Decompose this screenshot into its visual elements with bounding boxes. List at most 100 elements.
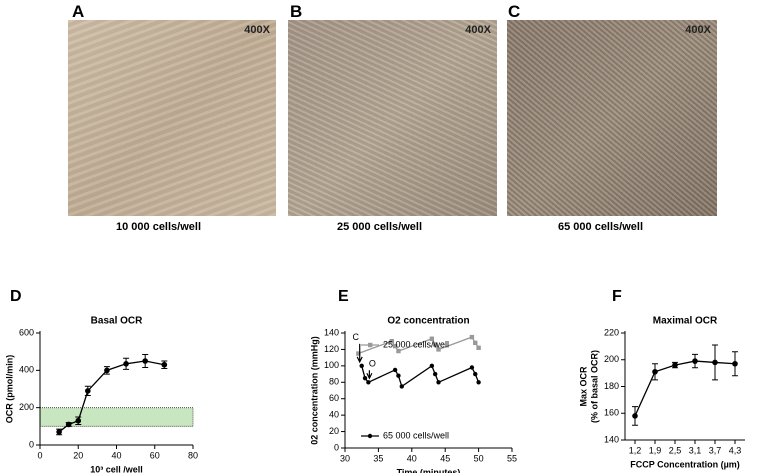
x-tick-label: 30 xyxy=(340,453,350,463)
marker xyxy=(142,358,148,364)
y-tick-label: 160 xyxy=(604,408,619,418)
marker xyxy=(366,380,371,385)
marker xyxy=(359,363,364,369)
legend-label: 25 000 cells/well xyxy=(383,339,449,349)
marker xyxy=(476,345,481,350)
magnification: 400X xyxy=(244,24,270,36)
y-tick-label: 40 xyxy=(329,410,339,420)
y-tick-label: 140 xyxy=(604,434,619,444)
legend-marker xyxy=(368,342,373,348)
x-axis-label: FCCP Concentration (µm) xyxy=(630,459,740,469)
x-tick-label: 60 xyxy=(150,450,160,460)
x-tick-label: 4,3 xyxy=(729,445,742,455)
marker xyxy=(672,362,678,368)
y-tick-label: 60 xyxy=(329,393,339,403)
caption: 25 000 cells/well xyxy=(337,221,423,233)
magnification: 400X xyxy=(685,24,711,36)
marker xyxy=(473,371,478,377)
x-tick-label: 40 xyxy=(111,450,121,460)
marker xyxy=(392,367,398,373)
panel-label: C xyxy=(508,2,521,21)
y-tick-label: 600 xyxy=(19,327,34,337)
y-tick-label: 180 xyxy=(604,381,619,391)
x-tick-label: 50 xyxy=(474,453,484,463)
marker xyxy=(399,384,404,389)
y-tick-label: 80 xyxy=(329,377,339,387)
y-tick-label: 100 xyxy=(324,360,339,370)
y-axis-label: 02 concentration (mmHg) xyxy=(309,336,319,445)
marker xyxy=(396,348,401,354)
band xyxy=(39,407,194,427)
marker xyxy=(56,429,62,435)
marker xyxy=(75,417,82,424)
marker xyxy=(356,351,361,356)
panel-label: B xyxy=(290,2,303,21)
y-tick-label: 200 xyxy=(19,402,34,412)
x-tick-label: 80 xyxy=(188,450,198,460)
marker xyxy=(632,413,638,419)
marker xyxy=(712,359,718,366)
marker xyxy=(432,342,438,347)
chart-title: O2 concentration xyxy=(387,316,469,327)
marker xyxy=(362,375,368,381)
marker xyxy=(85,388,91,394)
x-axis-label: 10³ cell /well xyxy=(90,464,143,473)
x-tick-label: 45 xyxy=(440,453,450,463)
y-tick-label: 220 xyxy=(604,327,619,337)
marker xyxy=(469,334,475,340)
y-axis-label: (% of basal OCR) xyxy=(589,350,599,423)
marker xyxy=(692,358,698,364)
caption: 10 000 cells/well xyxy=(116,221,202,233)
panel-label: F xyxy=(612,288,622,305)
marker xyxy=(389,339,394,344)
marker xyxy=(436,347,441,352)
x-tick-label: 3,7 xyxy=(709,445,722,455)
y-tick-label: 200 xyxy=(604,354,619,364)
marker xyxy=(104,367,110,374)
marker xyxy=(476,380,481,385)
chart-title: Maximal OCR xyxy=(653,316,718,327)
x-tick-label: 1,2 xyxy=(629,445,642,455)
y-axis-label: OCR (pmol/min) xyxy=(4,355,14,424)
x-tick-label: 55 xyxy=(507,453,517,463)
y-tick-label: 120 xyxy=(324,344,339,354)
marker xyxy=(469,365,475,370)
micrograph: 400X xyxy=(288,20,497,216)
panel-label: E xyxy=(338,288,349,305)
marker xyxy=(652,368,658,375)
y-tick-label: 0 xyxy=(334,442,339,452)
marker xyxy=(392,343,398,349)
marker xyxy=(429,363,435,369)
annotation-arrow xyxy=(366,370,373,380)
caption: 65 000 cells/well xyxy=(558,221,644,233)
annotation-arrow xyxy=(356,343,363,364)
marker xyxy=(732,360,738,367)
x-tick-label: 3,1 xyxy=(689,445,702,455)
marker xyxy=(473,340,478,346)
legend-label: 65 000 cells/well xyxy=(383,430,449,440)
x-tick-label: 0 xyxy=(37,450,42,460)
micrograph: 400X xyxy=(507,20,717,216)
marker xyxy=(65,421,72,428)
magnification: 400X xyxy=(465,24,491,36)
marker xyxy=(429,336,435,341)
panel-label: D xyxy=(10,288,22,305)
chart-title: Basal OCR xyxy=(91,316,143,327)
x-tick-label: 20 xyxy=(73,450,83,460)
series-line xyxy=(634,360,736,417)
marker xyxy=(123,361,129,367)
series-line xyxy=(358,336,480,355)
annotation: C xyxy=(352,332,359,342)
marker xyxy=(432,371,438,377)
x-tick-label: 1,9 xyxy=(649,445,662,455)
x-tick-label: 2,5 xyxy=(669,445,682,455)
x-tick-label: 35 xyxy=(373,453,383,463)
marker xyxy=(396,373,401,378)
y-tick-label: 140 xyxy=(324,327,339,337)
x-axis-label: Time (minutes) xyxy=(397,467,461,473)
y-tick-label: 20 xyxy=(329,426,339,436)
y-tick-label: 0 xyxy=(29,439,34,449)
micrograph: 400X xyxy=(68,20,276,216)
